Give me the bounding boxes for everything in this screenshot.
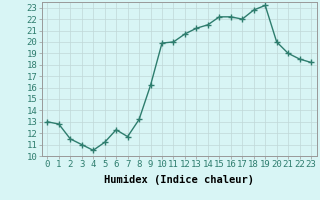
X-axis label: Humidex (Indice chaleur): Humidex (Indice chaleur) [104, 175, 254, 185]
